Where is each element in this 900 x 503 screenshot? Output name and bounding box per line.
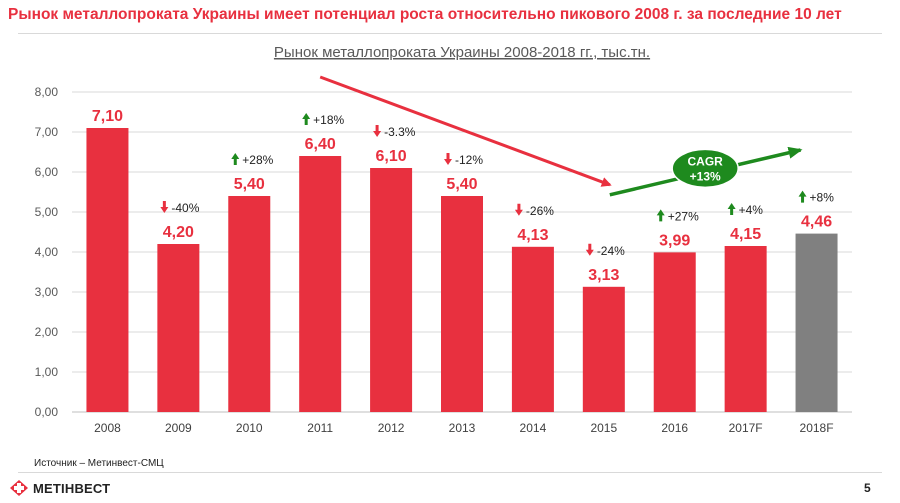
up-arrow-icon: [231, 153, 240, 165]
down-arrow-icon: [585, 243, 594, 256]
x-tick-label: 2012: [378, 421, 405, 435]
y-tick-label: 0,00: [35, 405, 59, 419]
x-tick-label: 2009: [165, 421, 192, 435]
x-tick-label: 2017F: [729, 421, 763, 435]
cagr-badge: [671, 148, 739, 189]
change-label: +27%: [668, 209, 699, 223]
change-label: +28%: [242, 153, 273, 167]
bar: [299, 156, 342, 412]
down-arrow-icon: [160, 201, 169, 213]
change-label: +18%: [313, 113, 344, 127]
logo-mark-icon: [10, 480, 28, 496]
up-arrow-icon: [302, 113, 311, 125]
value-label: 4,13: [517, 227, 548, 244]
bar: [653, 252, 696, 412]
y-tick-label: 8,00: [35, 85, 59, 99]
up-arrow-icon: [798, 190, 807, 203]
bar: [86, 128, 129, 412]
bar: [511, 246, 554, 412]
slide-headline: Рынок металлопроката Украины имеет потен…: [8, 6, 842, 23]
footer-divider: [18, 472, 882, 473]
x-tick-label: 2013: [449, 421, 476, 435]
down-arrow-icon: [444, 153, 452, 165]
x-tick-label: 2011: [307, 421, 333, 435]
x-tick-label: 2018F: [800, 421, 834, 435]
up-arrow-icon: [727, 203, 736, 215]
y-tick-label: 3,00: [35, 285, 59, 299]
cagr-label: CAGR: [688, 154, 724, 168]
value-label: 6,40: [305, 136, 336, 153]
bar-chart: Рынок металлопроката Украины 2008-2018 г…: [35, 44, 852, 435]
cagr-value: +13%: [690, 169, 721, 183]
decline-arrow: [319, 75, 612, 187]
down-arrow-icon: [514, 203, 523, 216]
bar: [228, 196, 271, 412]
down-arrow-icon: [373, 125, 382, 137]
y-tick-label: 2,00: [35, 325, 59, 339]
y-tick-label: 5,00: [35, 205, 59, 219]
bar: [441, 196, 483, 412]
bar: [370, 168, 413, 412]
value-label: 6,10: [376, 148, 407, 165]
change-label: +8%: [810, 191, 835, 205]
y-tick-label: 4,00: [35, 245, 59, 259]
y-tick-label: 6,00: [35, 165, 59, 179]
value-label: 3,99: [659, 232, 690, 249]
x-tick-label: 2014: [520, 421, 547, 435]
company-logo: МЕТІНВЕСТ: [10, 480, 110, 496]
logo-text: МЕТІНВЕСТ: [33, 480, 111, 496]
up-arrow-icon: [656, 209, 665, 222]
y-tick-label: 7,00: [35, 125, 59, 139]
x-tick-label: 2010: [236, 421, 263, 435]
change-label: -3.3%: [384, 125, 416, 139]
bar: [582, 286, 625, 412]
y-tick-label: 1,00: [35, 365, 59, 379]
source-note: Источник – Метинвест-СМЦ: [34, 458, 164, 469]
page-number: 5: [864, 481, 871, 495]
value-label: 4,20: [163, 224, 194, 241]
change-label: -12%: [455, 153, 483, 167]
chart-title: Рынок металлопроката Украины 2008-2018 г…: [274, 44, 650, 61]
x-tick-label: 2015: [590, 421, 617, 435]
value-label: 5,40: [234, 176, 265, 193]
header-divider: [18, 33, 882, 34]
bar: [795, 233, 838, 412]
bar: [724, 246, 767, 412]
change-label: -24%: [597, 244, 625, 258]
change-label: -26%: [526, 204, 554, 218]
value-label: 4,46: [801, 214, 832, 231]
x-tick-label: 2008: [94, 421, 121, 435]
value-label: 7,10: [92, 108, 123, 125]
change-label: +4%: [739, 203, 764, 217]
value-label: 4,15: [730, 226, 761, 243]
x-tick-label: 2016: [661, 421, 688, 435]
bar: [157, 244, 200, 412]
value-label: 5,40: [446, 176, 477, 193]
change-label: -40%: [171, 201, 199, 215]
value-label: 3,13: [588, 267, 619, 284]
